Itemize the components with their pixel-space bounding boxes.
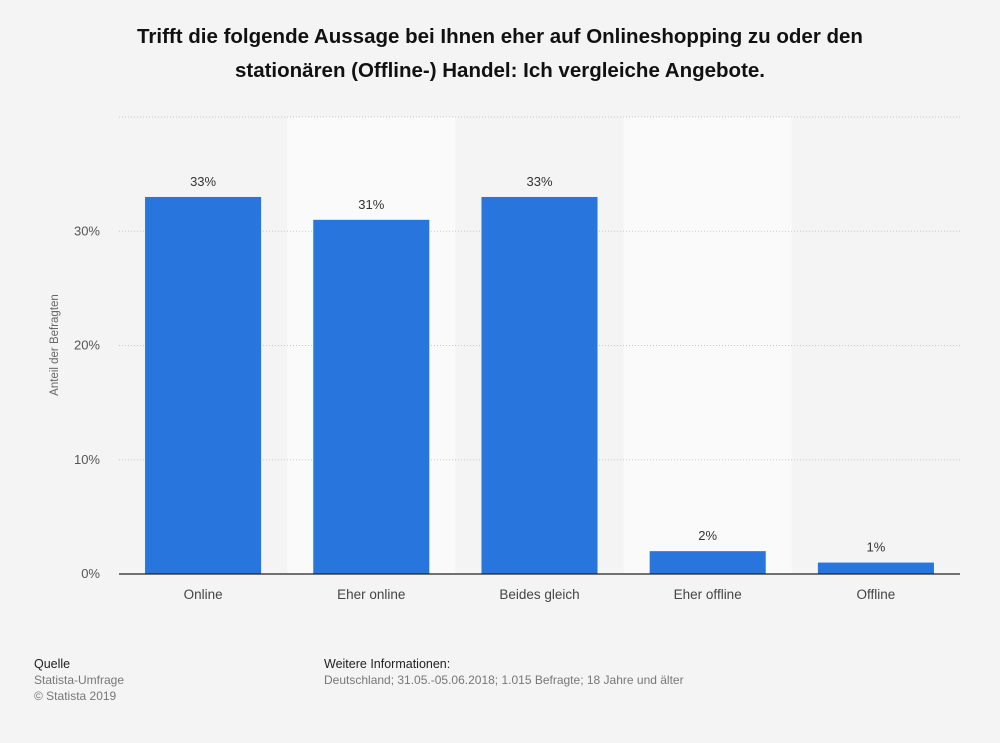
bar-chart: 0% 10% 20% 30% 33% 31% 33% 2% 1% Online Eher onl…: [49, 116, 960, 602]
source-block: Quelle Statista-Umfrage © Statista 2019: [34, 656, 124, 704]
y-tick-label: 10%: [74, 452, 100, 467]
x-tick-label: Online: [184, 587, 223, 602]
y-axis-label: Anteil der Befragten: [49, 294, 61, 396]
y-tick-label: 20%: [74, 338, 100, 353]
bar: [481, 196, 598, 574]
source-line-1: Statista-Umfrage: [34, 673, 125, 687]
y-tick-label: 0%: [81, 566, 100, 581]
value-labels: 33% 31% 33% 2% 1%: [190, 174, 886, 555]
y-tick-label: 30%: [74, 223, 100, 238]
value-label: 33%: [190, 174, 216, 189]
bar: [145, 196, 262, 574]
value-label: 31%: [358, 197, 384, 212]
x-axis-ticks: Online Eher online Beides gleich Eher offli…: [184, 587, 896, 602]
chart-title: Trifft die folgende Aussage bei Ihnen eh…: [137, 25, 863, 82]
x-tick-label: Beides gleich: [499, 587, 579, 602]
bars: [145, 196, 934, 574]
value-label: 2%: [698, 528, 717, 543]
x-tick-label: Eher online: [337, 587, 405, 602]
source-heading: Quelle: [34, 657, 71, 671]
x-tick-label: Eher offline: [674, 587, 742, 602]
info-block: Weitere Informationen: Deutschland; 31.0…: [324, 656, 684, 688]
y-axis-ticks: 0% 10% 20% 30%: [74, 223, 100, 581]
value-label: 1%: [867, 540, 886, 555]
bar: [817, 562, 934, 574]
info-text: Deutschland; 31.05.-05.06.2018; 1.015 Be…: [324, 673, 684, 687]
bar: [649, 551, 766, 574]
bar: [313, 219, 430, 574]
x-tick-label: Offline: [857, 587, 896, 602]
info-heading: Weitere Informationen:: [324, 657, 451, 671]
value-label: 33%: [526, 174, 552, 189]
source-line-2: © Statista 2019: [34, 689, 117, 703]
